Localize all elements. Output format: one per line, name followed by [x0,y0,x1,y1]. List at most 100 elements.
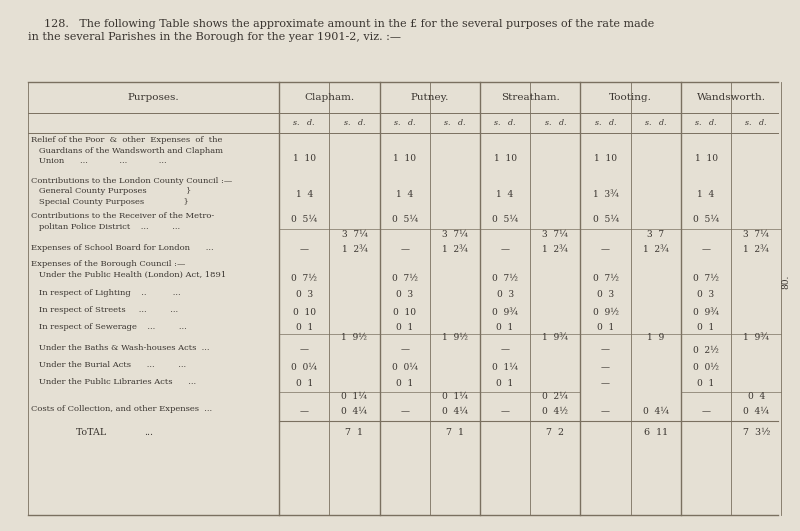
Text: Contributions to the London County Council :—
   General County Purposes        : Contributions to the London County Counc… [31,177,233,206]
Text: 0  3: 0 3 [497,290,514,299]
Text: 0  5¼: 0 5¼ [291,216,318,225]
Text: Costs of Collection, and other Expenses  ...: Costs of Collection, and other Expenses … [31,406,212,414]
Text: 0  1: 0 1 [597,323,614,332]
Text: In respect of Lighting    ..          ...: In respect of Lighting .. ... [31,289,181,297]
Text: 0  1: 0 1 [396,380,414,389]
Text: 1  2¾: 1 2¾ [743,245,769,254]
Text: 3  7¼: 3 7¼ [442,230,468,239]
Text: 0  0¼: 0 0¼ [291,363,318,372]
Text: 0  1: 0 1 [698,323,714,332]
Text: 1  2¾: 1 2¾ [643,245,669,254]
Text: s.   d.: s. d. [294,119,315,127]
Text: s.   d.: s. d. [545,119,566,127]
Text: 0  5¼: 0 5¼ [492,216,518,225]
Text: 0  1¼: 0 1¼ [442,392,468,401]
Text: 0  3: 0 3 [296,290,313,299]
Text: 0  1: 0 1 [497,323,514,332]
Text: 1  10: 1 10 [494,153,517,162]
Text: Streatham.: Streatham. [501,93,560,102]
Text: 1  10: 1 10 [694,153,718,162]
Text: 0  5¼: 0 5¼ [593,216,618,225]
Text: In respect of Streets     ...         ...: In respect of Streets ... ... [31,306,178,314]
Text: Putney.: Putney. [410,93,449,102]
Text: —: — [400,245,409,254]
Text: 0  4¼: 0 4¼ [642,407,669,416]
Text: 0  7½: 0 7½ [593,274,618,283]
Text: 80.: 80. [781,274,790,289]
Text: 0  1¼: 0 1¼ [342,392,367,401]
Text: Tooting.: Tooting. [610,93,652,102]
Text: 1  9: 1 9 [647,333,665,342]
Text: In respect of Sewerage    ...         ...: In respect of Sewerage ... ... [31,323,187,331]
Text: 0  4: 0 4 [748,392,765,401]
Text: s.   d.: s. d. [595,119,616,127]
Text: 0  7½: 0 7½ [492,274,518,283]
Text: 0  1: 0 1 [296,323,313,332]
Text: in the several Parishes in the Borough for the year 1901-2, viz. :—: in the several Parishes in the Borough f… [28,32,401,42]
Text: TᴏTAL: TᴏTAL [76,428,107,437]
Text: 0  2¼: 0 2¼ [542,392,568,401]
Text: 3  7¼: 3 7¼ [743,230,769,239]
Text: 0  0½: 0 0½ [693,363,719,372]
Text: ...: ... [144,428,153,437]
Text: 0  3: 0 3 [597,290,614,299]
Text: 0  1: 0 1 [698,380,714,389]
Text: 1  4: 1 4 [396,190,414,199]
Text: 0  4½: 0 4½ [542,407,568,416]
Text: —: — [400,346,409,355]
Text: s.   d.: s. d. [494,119,516,127]
Text: —: — [501,346,510,355]
Text: Contributions to the Receiver of the Metro-
   politan Police District    ...   : Contributions to the Receiver of the Met… [31,212,214,231]
Text: Under the Public Libraries Acts      ...: Under the Public Libraries Acts ... [31,378,196,386]
Text: 1  10: 1 10 [594,153,617,162]
Text: 1  4: 1 4 [698,190,714,199]
Text: 1  4: 1 4 [296,190,313,199]
Text: Expenses of the Borough Council :—
   Under the Public Health (London) Act, 1891: Expenses of the Borough Council :— Under… [31,261,226,279]
Text: 0  7½: 0 7½ [693,274,719,283]
Text: 1  10: 1 10 [393,153,416,162]
Text: 0  1: 0 1 [396,323,414,332]
Text: Relief of the Poor  &  other  Expenses  of  the
   Guardians of the Wandsworth a: Relief of the Poor & other Expenses of t… [31,136,223,166]
Text: Under the Baths & Wash-houses Acts  ...: Under the Baths & Wash-houses Acts ... [31,344,210,352]
Text: 0  1: 0 1 [296,380,313,389]
Text: 1  4: 1 4 [497,190,514,199]
Text: 1  9½: 1 9½ [342,333,367,342]
Text: 1  2¾: 1 2¾ [342,245,367,254]
Text: 0  1¼: 0 1¼ [492,363,518,372]
Text: 0  9½: 0 9½ [593,307,618,316]
Text: 0  9¾: 0 9¾ [492,307,518,316]
Text: —: — [501,407,510,416]
Text: 0  10: 0 10 [293,307,316,316]
Text: 0  7½: 0 7½ [291,274,318,283]
Text: 3  7: 3 7 [647,230,664,239]
Text: 1  2¾: 1 2¾ [442,245,468,254]
Text: Under the Burial Acts      ...         ...: Under the Burial Acts ... ... [31,362,186,370]
Text: 7  1: 7 1 [446,428,464,437]
Text: 0  5¼: 0 5¼ [693,216,719,225]
Text: 1  2¾: 1 2¾ [542,245,568,254]
Text: Expenses of School Board for London      ...: Expenses of School Board for London ... [31,244,214,252]
Text: 0  3: 0 3 [698,290,714,299]
Text: 0  3: 0 3 [396,290,414,299]
Text: —: — [300,407,309,416]
Text: 0  1: 0 1 [497,380,514,389]
Text: 1  9¾: 1 9¾ [542,333,568,342]
Text: s.   d.: s. d. [394,119,415,127]
Text: 1  3¾: 1 3¾ [593,190,618,199]
Text: 0  4¼: 0 4¼ [442,407,468,416]
Text: —: — [400,407,409,416]
Text: —: — [601,363,610,372]
Text: 0  4¼: 0 4¼ [342,407,367,416]
Text: 7  2: 7 2 [546,428,564,437]
Text: 7  1: 7 1 [346,428,363,437]
Text: Clapham.: Clapham. [304,93,354,102]
Text: 7  3½: 7 3½ [742,428,770,437]
Text: 0  4¼: 0 4¼ [743,407,770,416]
Text: —: — [300,245,309,254]
Text: —: — [601,380,610,389]
Text: 0  9¾: 0 9¾ [693,307,719,316]
Text: —: — [601,407,610,416]
Text: —: — [601,346,610,355]
Text: 1  9½: 1 9½ [442,333,468,342]
Text: 1  10: 1 10 [293,153,316,162]
